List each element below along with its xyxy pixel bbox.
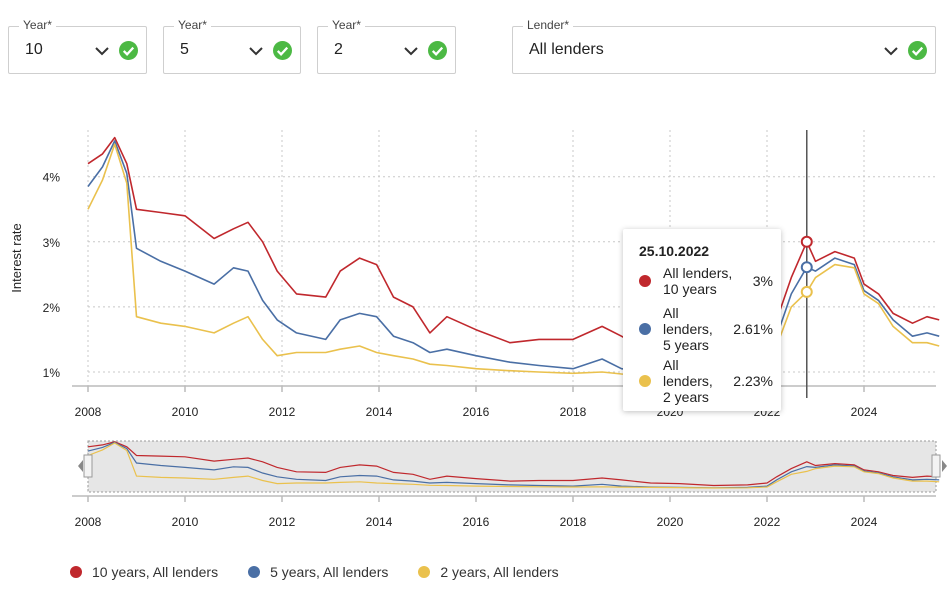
check-circle-icon <box>119 41 138 60</box>
navigator-line-10y <box>87 441 940 487</box>
navigator-x-tick-label: 2022 <box>754 515 781 529</box>
x-tick-label: 2016 <box>463 405 490 419</box>
x-tick-label: 2018 <box>560 405 587 419</box>
hover-point-10y <box>800 235 813 248</box>
navigator-x-tick-label: 2016 <box>463 515 490 529</box>
check-circle-icon <box>273 41 292 60</box>
chart-tooltip: 25.10.2022 All lenders, 10 years 3% All le… <box>623 229 781 411</box>
series-5y-dot <box>639 323 651 335</box>
tooltip-row-10y-name: All lenders, 10 years <box>663 265 747 297</box>
tooltip-row-2y: All lenders, 2 years 2.23% <box>639 357 773 405</box>
y-tick-label: 4% <box>43 171 61 185</box>
arrow-right-icon[interactable] <box>942 460 947 472</box>
series-10y-dot <box>639 275 651 287</box>
tooltip-row-2y-name-line-1: All <box>663 357 679 373</box>
year-select-3-value: 2 <box>334 41 343 58</box>
navigator-x-tick-label: 2012 <box>269 515 296 529</box>
hover-point-2y <box>800 285 813 298</box>
legend-item-10y[interactable]: 10 years, All lenders <box>70 564 218 580</box>
check-circle-icon <box>428 41 447 60</box>
tooltip-row-5y-value: 2.61% <box>733 321 773 337</box>
chevron-down-icon[interactable] <box>94 43 110 59</box>
tooltip-row-10y-value: 3% <box>752 273 773 289</box>
lender-select-label: Lender* <box>523 18 574 32</box>
x-tick-label: 2012 <box>269 405 296 419</box>
x-tick-label: 2010 <box>172 405 199 419</box>
navigator-x-tick-label: 2008 <box>75 515 102 529</box>
tooltip-row-2y-name-line-2: lenders, <box>663 373 713 389</box>
chevron-down-icon[interactable] <box>883 43 899 59</box>
year-select-2-value: 5 <box>180 41 189 58</box>
tooltip-row-5y-name-line-2: lenders, <box>663 321 713 337</box>
arrow-left-icon[interactable] <box>78 460 83 472</box>
series-2y-dot <box>639 375 651 387</box>
legend-label-10y: 10 years, All lenders <box>92 564 219 580</box>
navigator-line-5y <box>87 441 940 489</box>
tooltip-row-10y-name-line-1: All lenders, <box>663 265 733 281</box>
navigator-handle-right <box>931 454 941 478</box>
year-select-2[interactable]: Year* 5 <box>163 18 301 74</box>
year-select-1-value: 10 <box>25 41 43 58</box>
tooltip-row-10y: All lenders, 10 years 3% <box>639 265 773 297</box>
series-line-2y <box>87 143 940 380</box>
series-5y-dot <box>248 566 261 578</box>
year-select-1-label: Year* <box>19 18 56 32</box>
legend-item-5y[interactable]: 5 years, All lenders <box>248 564 388 580</box>
navigator-x-tick-label: 2020 <box>657 515 684 529</box>
hover-point-5y <box>800 261 813 274</box>
chevron-down-icon[interactable] <box>248 43 264 59</box>
tooltip-row-2y-name: All lenders, 2 years <box>663 357 727 405</box>
tooltip-row-10y-name-line-2: 10 years <box>663 281 717 297</box>
lender-select[interactable]: Lender* All lenders <box>512 18 936 74</box>
navigator-x-tick-label: 2018 <box>560 515 587 529</box>
x-tick-label: 2014 <box>366 405 393 419</box>
navigator-x-tick-label: 2014 <box>366 515 393 529</box>
navigator-x-tick-label: 2010 <box>172 515 199 529</box>
y-tick-label: 2% <box>43 301 61 315</box>
lender-select-value: All lenders <box>529 41 604 58</box>
navigator-line-2y <box>87 442 940 489</box>
tooltip-row-5y-name: All lenders, 5 years <box>663 305 727 353</box>
x-tick-label: 2024 <box>851 405 878 419</box>
legend-label-2y: 2 years, All lenders <box>440 564 559 580</box>
year-select-1[interactable]: Year* 10 <box>8 18 147 74</box>
tooltip-row-5y-name-line-1: All <box>663 305 679 321</box>
y-tick-label: 3% <box>43 236 61 250</box>
tooltip-row-2y-name-line-3: 2 years <box>663 389 709 405</box>
year-select-2-label: Year* <box>174 18 211 32</box>
year-select-3-label: Year* <box>328 18 365 32</box>
chevron-down-icon[interactable] <box>403 43 419 59</box>
tooltip-date: 25.10.2022 <box>639 243 710 259</box>
navigator-x-tick-label: 2024 <box>851 515 878 529</box>
navigator-handle-left <box>83 454 93 478</box>
series-line-5y <box>87 140 940 379</box>
tooltip-row-2y-value: 2.23% <box>733 373 773 389</box>
tooltip-row-5y-name-line-3: 5 years <box>663 337 709 353</box>
chart-legend: 10 years, All lenders 5 years, All lende… <box>70 564 559 580</box>
series-10y-dot <box>70 566 82 578</box>
series-line-10y <box>87 136 940 367</box>
legend-item-2y[interactable]: 2 years, All lenders <box>418 564 559 580</box>
series-2y-dot <box>418 566 431 578</box>
tooltip-row-5y: All lenders, 5 years 2.61% <box>639 305 773 353</box>
check-circle-icon <box>908 41 927 60</box>
y-tick-label: 1% <box>43 366 61 380</box>
legend-label-5y: 5 years, All lenders <box>270 564 389 580</box>
year-select-3[interactable]: Year* 2 <box>317 18 456 74</box>
y-axis-title: Interest rate <box>9 223 24 292</box>
x-tick-label: 2008 <box>75 405 102 419</box>
